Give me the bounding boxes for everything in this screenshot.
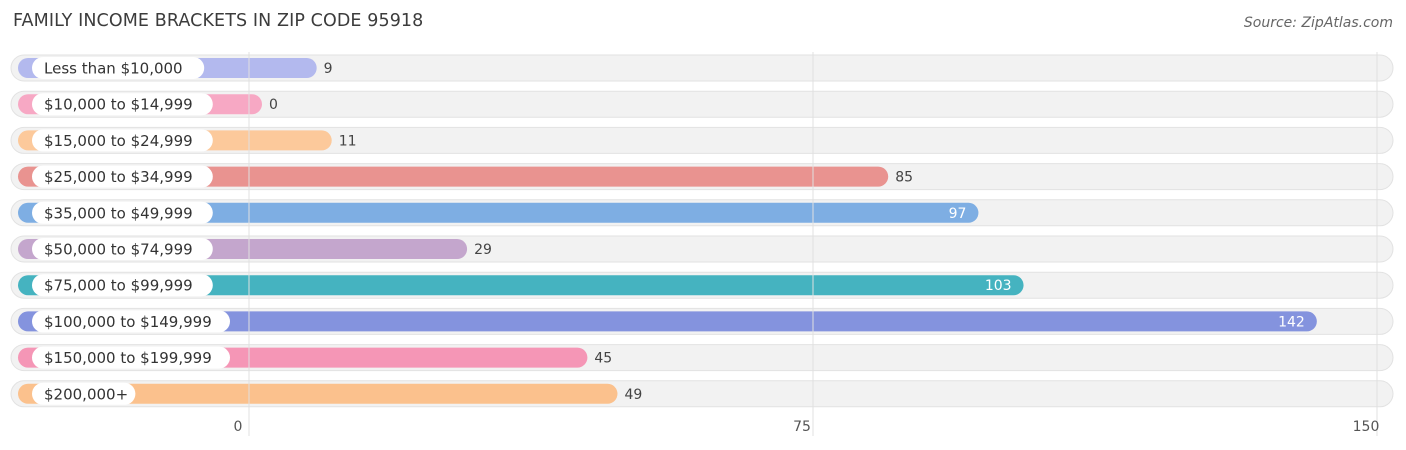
bar bbox=[18, 202, 979, 223]
value-label: 142 bbox=[1278, 314, 1305, 330]
category-pill bbox=[32, 165, 213, 188]
category-pill bbox=[32, 382, 136, 405]
category-label: $100,000 to $149,999 bbox=[44, 313, 212, 331]
value-label: 11 bbox=[339, 133, 357, 149]
category-label: $35,000 to $49,999 bbox=[44, 204, 193, 222]
value-label: 49 bbox=[624, 387, 642, 403]
value-label: 45 bbox=[594, 351, 612, 367]
bar bbox=[18, 166, 889, 187]
bar-row: $15,000 to $24,999 11 bbox=[10, 126, 1394, 154]
category-pill bbox=[32, 238, 213, 260]
bar-row: $200,000+ 49 bbox=[10, 380, 1394, 408]
bar-row: $25,000 to $34,999 85 bbox=[10, 163, 1394, 191]
category-label: $15,000 to $24,999 bbox=[44, 132, 193, 150]
bar bbox=[18, 311, 1317, 332]
category-pill bbox=[32, 93, 213, 116]
value-label: 103 bbox=[985, 278, 1012, 294]
bar-track bbox=[10, 90, 1394, 118]
category-pill bbox=[32, 274, 213, 297]
x-tick-label: 75 bbox=[793, 419, 811, 435]
value-label: 29 bbox=[474, 242, 492, 258]
category-label: $10,000 to $14,999 bbox=[44, 96, 193, 114]
category-pill bbox=[32, 129, 213, 152]
bar bbox=[18, 383, 618, 404]
source-label: Source: ZipAtlas.com bbox=[1243, 15, 1393, 31]
category-label: $50,000 to $74,999 bbox=[44, 241, 193, 259]
bar-row: $150,000 to $199,999 45 bbox=[10, 344, 1394, 372]
category-pill bbox=[32, 57, 205, 79]
category-label: $25,000 to $34,999 bbox=[44, 168, 193, 186]
bar-row: $50,000 to $74,999 29 bbox=[10, 235, 1394, 263]
x-tick-label: 150 bbox=[1353, 419, 1380, 435]
value-label: 97 bbox=[949, 206, 967, 222]
grid-layer: 0 75 150 bbox=[234, 52, 1380, 436]
bar-track bbox=[10, 54, 1394, 82]
category-pill bbox=[32, 346, 230, 369]
category-label: $150,000 to $199,999 bbox=[44, 349, 212, 367]
x-tick-label: 0 bbox=[234, 419, 243, 435]
category-label: $200,000+ bbox=[44, 385, 128, 403]
bar-row: $35,000 to $49,999 97 bbox=[10, 199, 1394, 227]
category-pill bbox=[32, 201, 213, 224]
bar-track bbox=[10, 126, 1394, 154]
bar-row: $10,000 to $14,999 0 bbox=[10, 90, 1394, 118]
value-label: 9 bbox=[324, 61, 333, 77]
category-pill bbox=[32, 310, 230, 333]
bar-row: Less than $10,000 9 bbox=[10, 54, 1394, 82]
rows-layer: Less than $10,000 9 $10,000 to $14,999 0 $15… bbox=[10, 54, 1394, 408]
value-label: 85 bbox=[895, 170, 913, 186]
category-label: $75,000 to $99,999 bbox=[44, 277, 193, 295]
bar bbox=[18, 275, 1024, 296]
bar-row: $75,000 to $99,999 103 bbox=[10, 271, 1394, 299]
category-label: Less than $10,000 bbox=[44, 60, 183, 78]
bar-row: $100,000 to $149,999 142 bbox=[10, 307, 1394, 335]
value-label: 0 bbox=[269, 97, 278, 113]
chart-title: FAMILY INCOME BRACKETS IN ZIP CODE 95918 bbox=[13, 11, 424, 31]
